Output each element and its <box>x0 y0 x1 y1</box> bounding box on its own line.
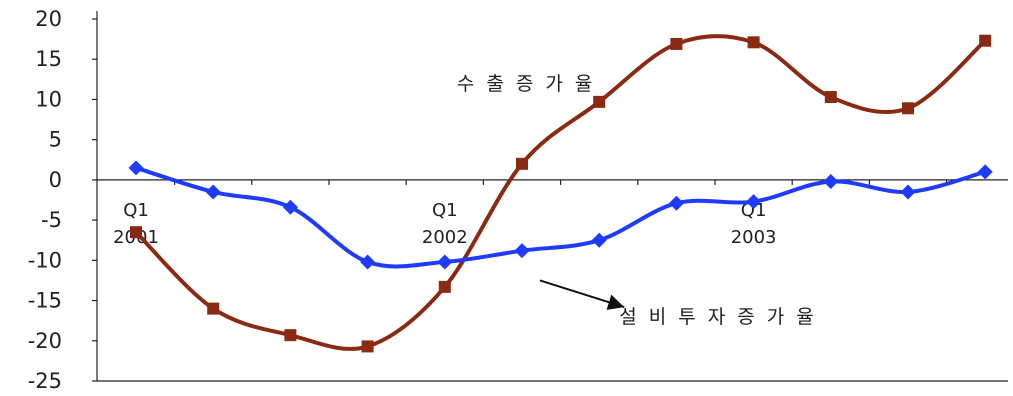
data-point-export <box>361 340 374 353</box>
y-tick-label: 15 <box>35 47 62 71</box>
data-point-investment <box>360 254 376 270</box>
y-tick-label: -15 <box>28 289 62 313</box>
annotation-layer: 수 출 증 가 율설 비 투 자 증 가 율 <box>457 73 817 328</box>
series-label-export: 수 출 증 가 율 <box>457 73 596 95</box>
y-tick-label: 0 <box>49 168 62 192</box>
y-tick-label: -5 <box>41 208 62 232</box>
y-tick-label: -20 <box>28 329 62 353</box>
data-point-export <box>902 102 914 115</box>
x-tick-label: Q1 <box>741 200 767 221</box>
data-point-investment <box>746 194 762 210</box>
data-point-export <box>670 37 683 50</box>
x-tick-label: 2003 <box>731 227 777 248</box>
y-tick-label: -25 <box>28 369 62 393</box>
data-point-investment <box>205 184 221 200</box>
data-point-investment <box>668 195 684 211</box>
data-point-investment <box>900 184 916 200</box>
x-tick-label: Q1 <box>123 200 149 221</box>
data-point-export <box>516 157 528 170</box>
series-line-0 <box>134 34 988 351</box>
data-point-export <box>284 329 297 342</box>
data-point-export <box>207 302 220 315</box>
series-label-investment: 설 비 투 자 증 가 율 <box>619 306 817 328</box>
data-point-investment <box>282 199 298 215</box>
data-point-export <box>438 280 451 293</box>
y-tick-label: 10 <box>35 87 62 111</box>
arrow-head-icon <box>606 294 625 310</box>
y-tick-label: 20 <box>35 7 62 31</box>
data-point-export <box>747 36 760 49</box>
data-point-investment <box>514 243 530 259</box>
data-point-export <box>979 34 992 47</box>
x-tick-label: Q1 <box>432 200 458 221</box>
data-point-investment <box>128 160 144 176</box>
y-tick-label: 5 <box>49 128 62 152</box>
data-point-investment <box>823 173 839 189</box>
data-point-investment <box>437 254 453 270</box>
x-tick-label: 2002 <box>422 227 468 248</box>
data-point-export <box>824 91 837 104</box>
data-point-investment <box>977 164 993 180</box>
series-layer <box>128 34 993 353</box>
data-point-investment <box>591 232 607 248</box>
data-point-export <box>130 226 142 239</box>
data-point-export <box>593 95 606 108</box>
y-tick-label: -10 <box>28 248 62 272</box>
